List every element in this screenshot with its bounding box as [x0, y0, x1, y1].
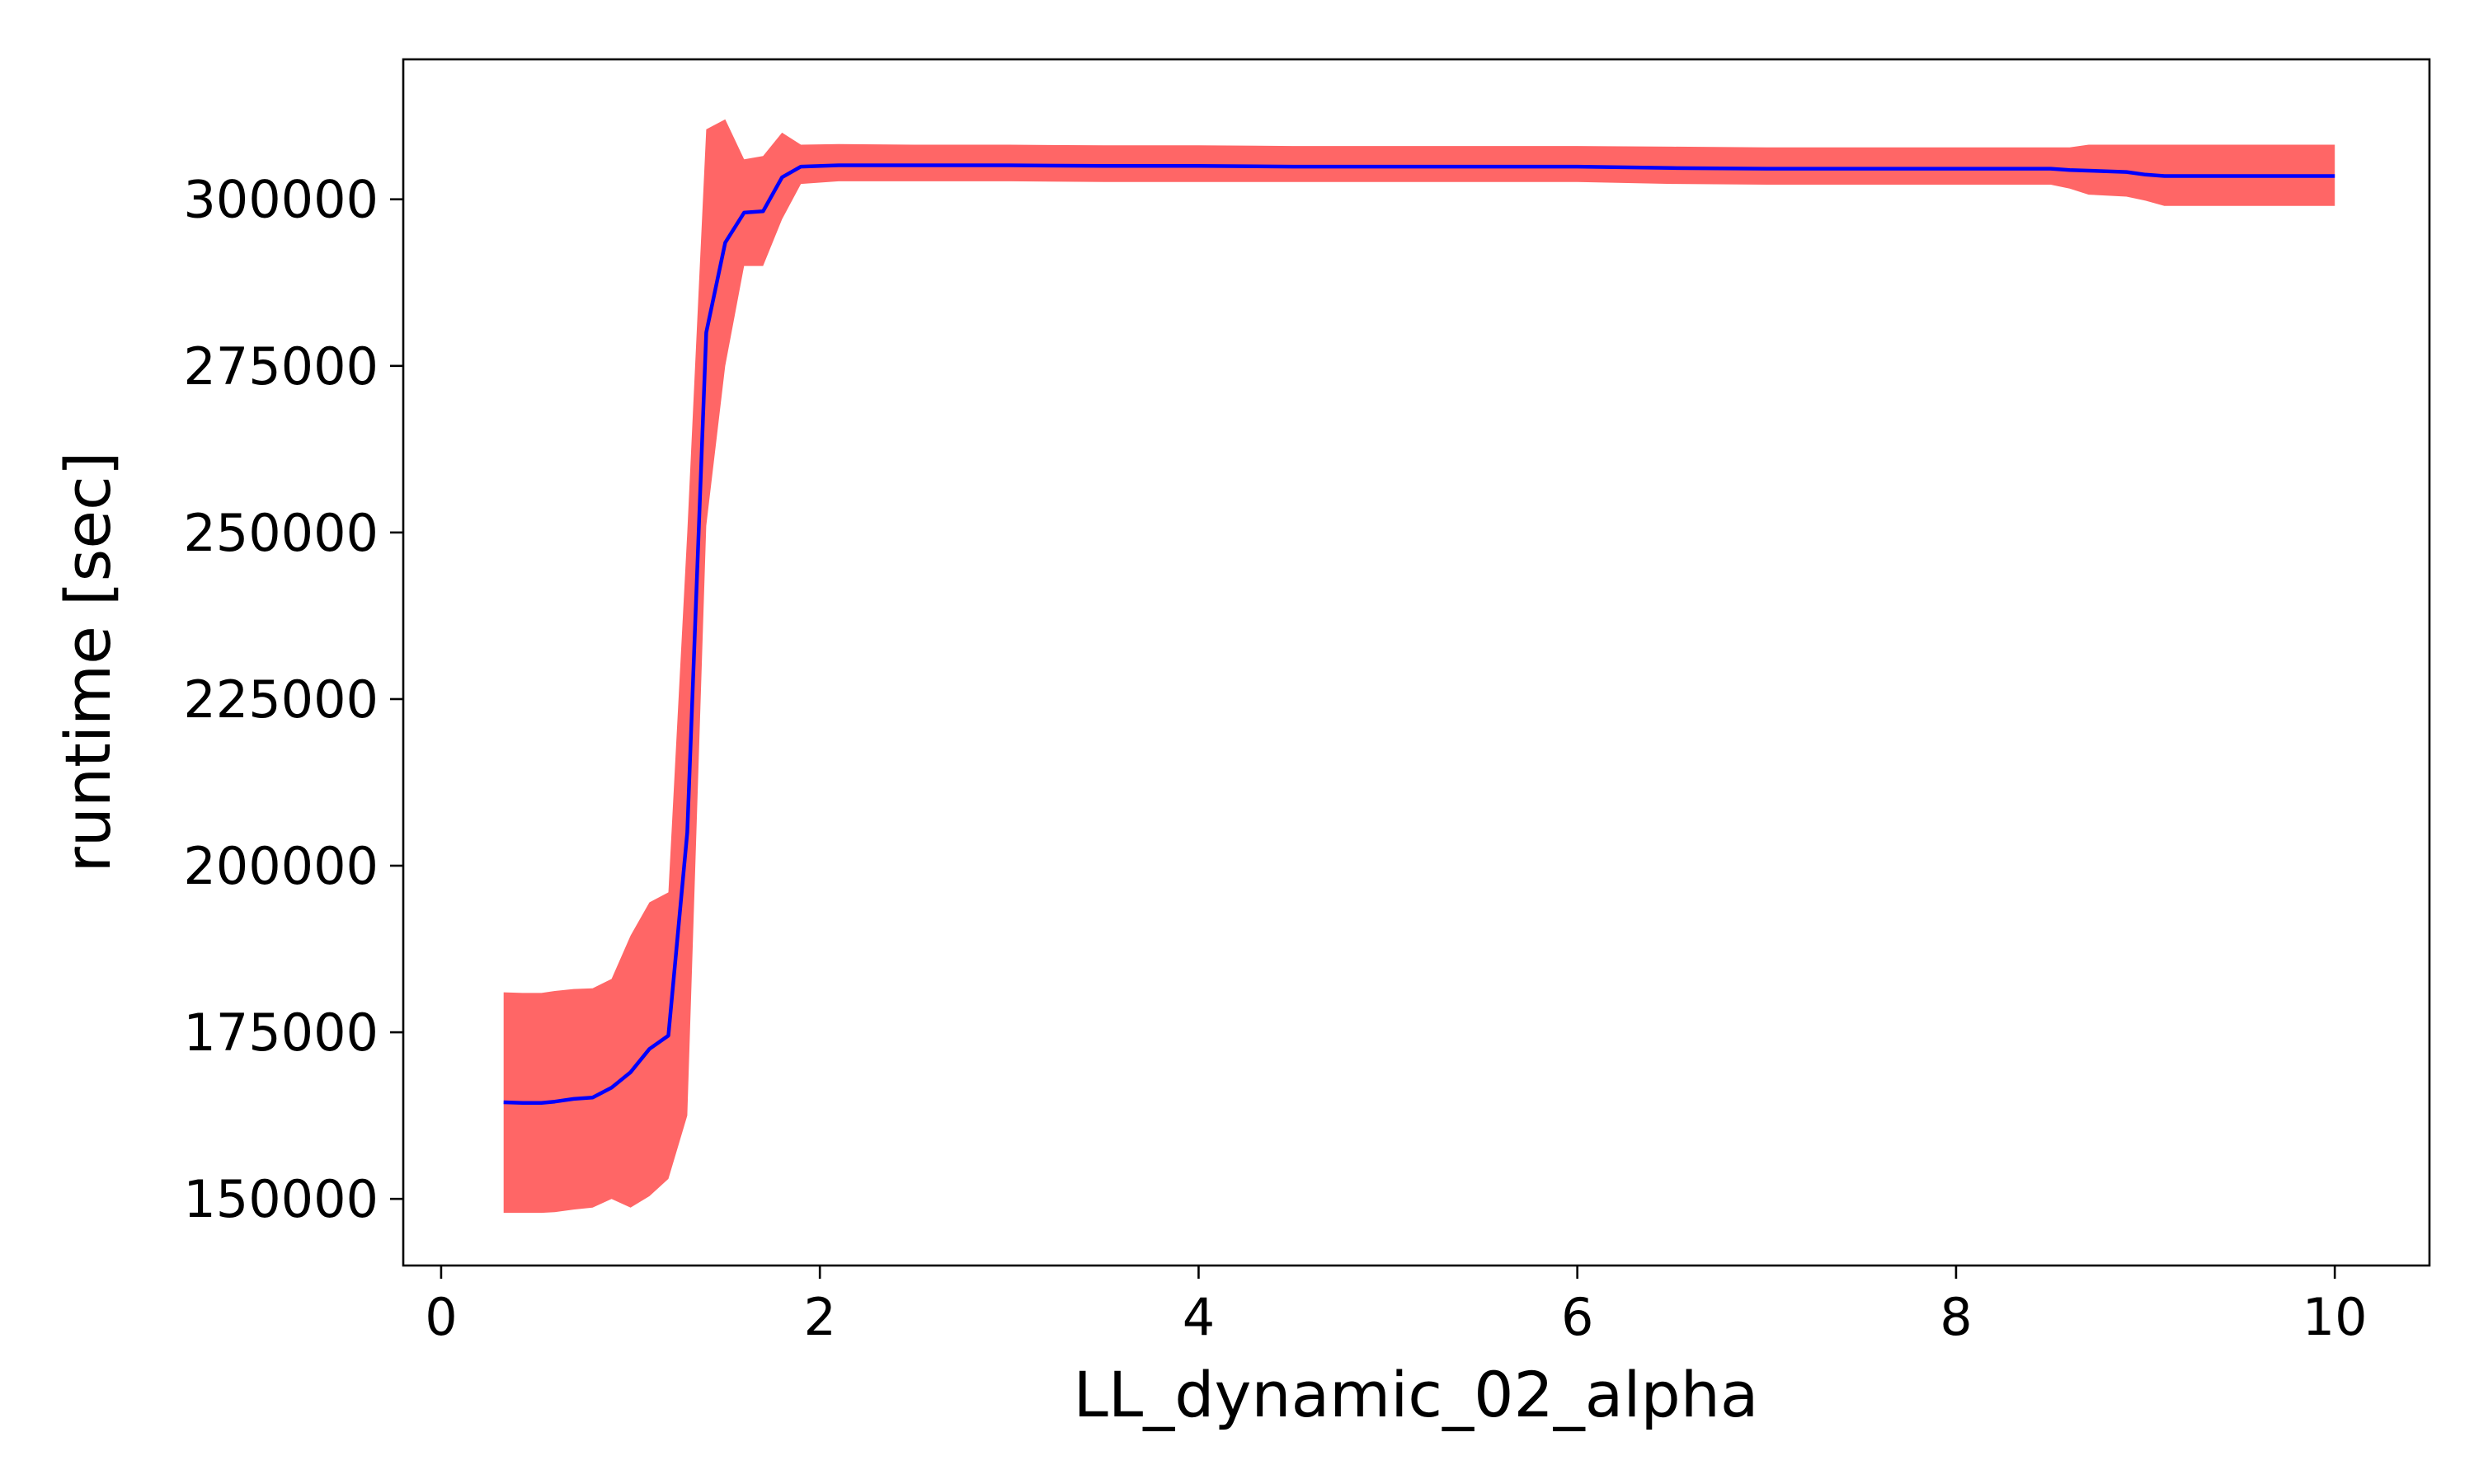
- y-tick-label: 300000: [183, 170, 379, 230]
- y-tick-label: 275000: [183, 336, 379, 397]
- band-layer: [503, 119, 2335, 1214]
- mean-line-0: [503, 163, 2335, 1106]
- y-tick-label: 225000: [183, 669, 379, 730]
- x-tick-label: 0: [425, 1287, 457, 1347]
- y-tick-label: 150000: [183, 1169, 379, 1229]
- y-tick-label: 200000: [183, 836, 379, 896]
- y-axis-ticks: 150000 175000 200000 225000 250000 275000 3000…: [183, 170, 403, 1229]
- x-tick-label: 4: [1183, 1287, 1215, 1347]
- x-tick-label: 8: [1940, 1287, 1972, 1347]
- x-tick-label: 2: [803, 1287, 835, 1347]
- x-axis-label: LL_dynamic_02_alpha: [1074, 1358, 1759, 1431]
- x-axis-ticks: 0 2 4 6 8 10: [425, 1266, 2368, 1347]
- line-layer: [503, 163, 2335, 1106]
- confidence-band-0: [503, 119, 2335, 1214]
- y-tick-label: 250000: [183, 503, 379, 563]
- x-tick-label: 10: [2302, 1287, 2368, 1347]
- y-axis-label: runtime [sec]: [51, 452, 125, 873]
- plot-frame: [402, 58, 2431, 1267]
- y-tick-label: 175000: [183, 1003, 379, 1063]
- x-tick-label: 6: [1561, 1287, 1593, 1347]
